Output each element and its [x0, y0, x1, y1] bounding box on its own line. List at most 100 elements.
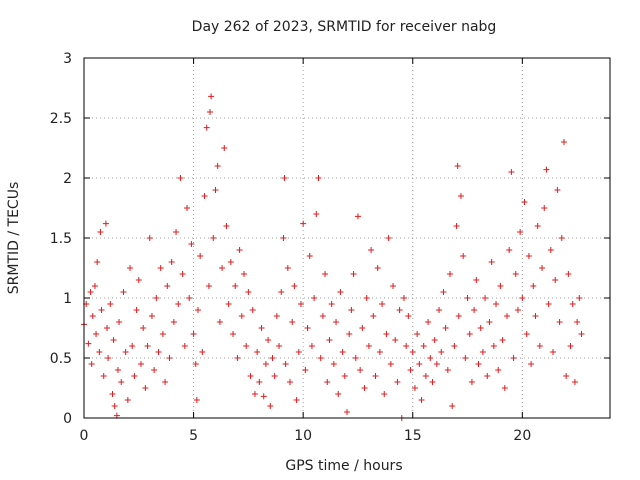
data-point: [175, 301, 182, 307]
data-point: [116, 319, 123, 325]
data-point: [431, 337, 438, 343]
data-point: [497, 283, 504, 289]
y-tick-label: 1: [63, 291, 72, 307]
data-point: [525, 253, 532, 259]
data-point: [416, 361, 423, 367]
data-point: [414, 331, 421, 337]
data-point: [514, 307, 521, 313]
x-tick-label: 0: [80, 428, 89, 444]
data-point: [140, 325, 147, 331]
data-point: [97, 229, 104, 235]
data-point: [337, 289, 344, 295]
data-point: [396, 307, 403, 313]
data-point: [243, 343, 250, 349]
data-point: [379, 301, 386, 307]
data-point: [297, 301, 304, 307]
data-point: [162, 379, 169, 385]
data-point: [466, 331, 473, 337]
data-point: [315, 175, 322, 181]
data-point: [554, 187, 561, 193]
data-point: [400, 295, 407, 301]
data-point: [302, 367, 309, 373]
data-point: [541, 205, 548, 211]
data-point: [105, 355, 112, 361]
data-point: [276, 343, 283, 349]
data-point: [170, 319, 177, 325]
data-point: [376, 349, 383, 355]
y-tick-label: 2.5: [50, 111, 72, 127]
data-point: [104, 325, 111, 331]
data-point: [201, 193, 208, 199]
data-point: [333, 319, 340, 325]
data-point: [203, 124, 210, 131]
data-point: [370, 313, 377, 319]
data-point: [208, 93, 215, 100]
data-point: [460, 253, 467, 259]
grid: [84, 58, 610, 418]
data-point: [385, 235, 392, 241]
data-point: [227, 259, 234, 265]
data-point: [405, 313, 412, 319]
data-point: [324, 379, 331, 385]
data-point: [190, 331, 197, 337]
data-point: [519, 295, 526, 301]
data-point: [166, 355, 173, 361]
data-point: [100, 373, 107, 379]
data-point: [335, 391, 342, 397]
tick-labels: 0 5 10 15 20 0 0.5 1 1.5 2 2.5 3: [50, 51, 532, 444]
data-point: [87, 289, 94, 295]
data-point: [194, 307, 201, 313]
data-point: [151, 367, 158, 373]
data-point: [96, 349, 103, 355]
data-point: [499, 337, 506, 343]
data-point: [552, 277, 559, 283]
data-point: [394, 379, 401, 385]
data-point: [433, 361, 440, 367]
data-point: [260, 393, 267, 400]
data-point: [449, 403, 456, 409]
data-point: [490, 343, 497, 349]
data-point: [464, 295, 471, 301]
data-point: [258, 325, 265, 331]
data-point: [230, 331, 237, 337]
data-point: [98, 307, 105, 313]
data-point: [530, 283, 537, 289]
x-tick-label: 10: [294, 428, 312, 444]
data-point: [135, 277, 142, 283]
data-point: [344, 409, 350, 415]
data-point: [444, 367, 451, 373]
data-point: [475, 361, 482, 367]
data-point: [407, 367, 414, 373]
data-point: [91, 283, 98, 289]
data-point: [122, 349, 129, 355]
data-point: [192, 361, 199, 367]
data-point: [567, 343, 574, 349]
data-point: [282, 361, 289, 367]
data-point: [350, 271, 357, 277]
y-axis-label: SRMTID / TECUs: [6, 182, 22, 295]
data-point: [352, 355, 359, 361]
data-point: [556, 319, 563, 325]
data-point: [374, 265, 381, 271]
x-tick-label: 15: [404, 428, 422, 444]
data-point: [422, 373, 429, 379]
data-point: [368, 247, 375, 253]
data-point: [280, 235, 287, 241]
data-point: [118, 379, 125, 385]
data-point: [326, 337, 333, 343]
y-tick-label: 2: [63, 171, 72, 187]
data-point: [245, 289, 252, 295]
data-point: [512, 271, 519, 277]
data-point: [146, 235, 153, 241]
data-point: [451, 343, 458, 349]
y-tick-label: 0: [63, 411, 72, 427]
data-point: [254, 349, 261, 355]
data-point: [109, 391, 116, 397]
data-point: [251, 391, 258, 397]
data-point: [177, 175, 184, 181]
data-point: [436, 307, 443, 313]
data-point: [159, 331, 166, 337]
data-point: [361, 385, 368, 391]
data-point: [281, 175, 288, 181]
data-point: [545, 301, 552, 307]
